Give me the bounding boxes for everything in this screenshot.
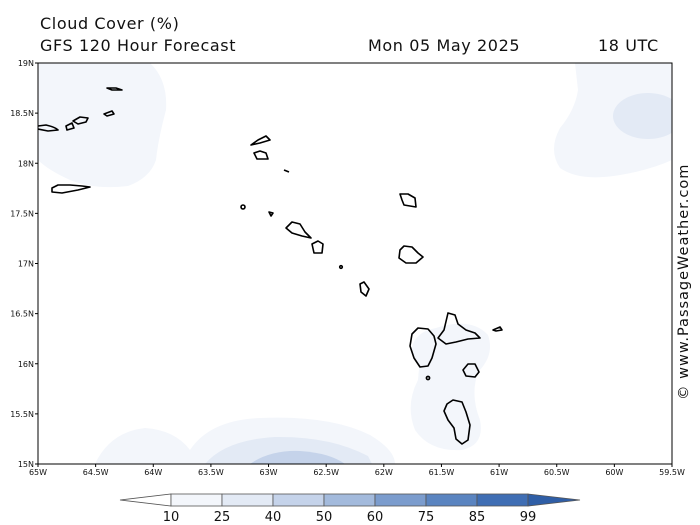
cloud-area-northeast bbox=[554, 63, 672, 178]
coastlines bbox=[38, 87, 503, 445]
lon-tick-label: 61W bbox=[490, 468, 508, 477]
lon-tick-label: 60W bbox=[605, 468, 623, 477]
colorbar-under-triangle bbox=[119, 493, 172, 507]
lon-tick-label: 65W bbox=[29, 468, 47, 477]
colorbar-label: 10 bbox=[163, 510, 180, 525]
map-title: Cloud Cover (%) bbox=[40, 14, 180, 33]
cloud-area-northwest bbox=[38, 63, 167, 188]
lat-tick-label: 17.5N bbox=[10, 209, 34, 218]
map-subtitle: GFS 120 Hour Forecast bbox=[40, 36, 237, 55]
nevis-island bbox=[311, 240, 324, 254]
lat-tick-label: 19N bbox=[18, 59, 34, 68]
colorbar-swatch bbox=[425, 493, 478, 507]
colorbar-label: 85 bbox=[469, 510, 486, 525]
cloud-area-south-core bbox=[250, 450, 345, 464]
barbuda-island bbox=[399, 193, 417, 208]
marie-galante-island bbox=[462, 363, 480, 378]
dominica-island bbox=[443, 399, 471, 445]
redonda-island bbox=[338, 264, 344, 270]
colorbar-label: 50 bbox=[316, 510, 333, 525]
st-martin-island bbox=[253, 150, 269, 160]
colorbar-swatch bbox=[170, 493, 223, 507]
longitude-axis: 65W 64.5W 64W 63.5W 63W 62.5W 62W 61.5W 61W 60.5W… bbox=[29, 464, 685, 477]
colorbar-label: 60 bbox=[367, 510, 384, 525]
colorbar-label: 99 bbox=[520, 510, 537, 525]
forecast-time: 18 UTC bbox=[598, 36, 659, 55]
cloud-area-guadeloupe bbox=[410, 323, 491, 451]
lon-tick-label: 63.5W bbox=[198, 468, 224, 477]
anegada-island bbox=[106, 87, 123, 91]
latitude-axis: 19N 18.5N 18N 17.5N 17N 16.5N 16N 15.5N 15N bbox=[10, 59, 38, 469]
cloud-cover-field bbox=[38, 63, 672, 464]
st-eustatius-island bbox=[268, 211, 274, 217]
lon-tick-label: 62.5W bbox=[313, 468, 339, 477]
lon-tick-label: 59.5W bbox=[659, 468, 685, 477]
forecast-date: Mon 05 May 2025 bbox=[368, 36, 521, 55]
lat-tick-label: 18.5N bbox=[10, 109, 34, 118]
lon-tick-label: 62W bbox=[375, 468, 393, 477]
lat-tick-label: 18N bbox=[18, 159, 34, 168]
colorbar-swatch bbox=[272, 493, 325, 507]
lon-tick-label: 64.5W bbox=[83, 468, 109, 477]
grande-terre-island bbox=[437, 312, 481, 345]
colorbar-swatch bbox=[221, 493, 274, 507]
cloud-area-northeast-core bbox=[613, 93, 672, 139]
lat-tick-label: 15N bbox=[18, 460, 34, 469]
puerto-rico-east-coast bbox=[38, 124, 59, 132]
lat-tick-label: 16.5N bbox=[10, 310, 34, 319]
culebra-island bbox=[65, 122, 75, 131]
colorbar-over-triangle bbox=[527, 493, 581, 507]
st-barthelemy-island bbox=[283, 169, 290, 173]
tortola-island bbox=[103, 110, 115, 117]
colorbar-swatch bbox=[323, 493, 376, 507]
lat-tick-label: 17N bbox=[18, 260, 34, 269]
lon-tick-label: 61.5W bbox=[429, 468, 455, 477]
la-desirade-island bbox=[492, 326, 503, 332]
colorbar: 10 25 40 50 60 75 85 99 bbox=[119, 493, 581, 525]
saba-island bbox=[240, 204, 246, 210]
st-thomas-island bbox=[72, 116, 89, 125]
colorbar-swatch bbox=[374, 493, 427, 507]
colorbar-swatch bbox=[476, 493, 529, 507]
anguilla-island bbox=[250, 135, 271, 146]
lat-tick-label: 16N bbox=[18, 360, 34, 369]
lat-tick-label: 15.5N bbox=[10, 410, 34, 419]
lon-tick-label: 60.5W bbox=[544, 468, 570, 477]
lon-tick-label: 63W bbox=[259, 468, 277, 477]
colorbar-label: 75 bbox=[418, 510, 435, 525]
lon-tick-label: 64W bbox=[144, 468, 162, 477]
les-saintes-island bbox=[425, 375, 431, 381]
st-croix-island bbox=[51, 184, 91, 194]
antigua-island bbox=[398, 245, 424, 264]
cloud-area-west-coast bbox=[38, 63, 66, 135]
colorbar-label: 25 bbox=[214, 510, 231, 525]
basse-terre-island bbox=[409, 327, 437, 368]
colorbar-label: 40 bbox=[265, 510, 282, 525]
st-kitts-island bbox=[285, 221, 312, 239]
montserrat-island bbox=[359, 281, 370, 297]
